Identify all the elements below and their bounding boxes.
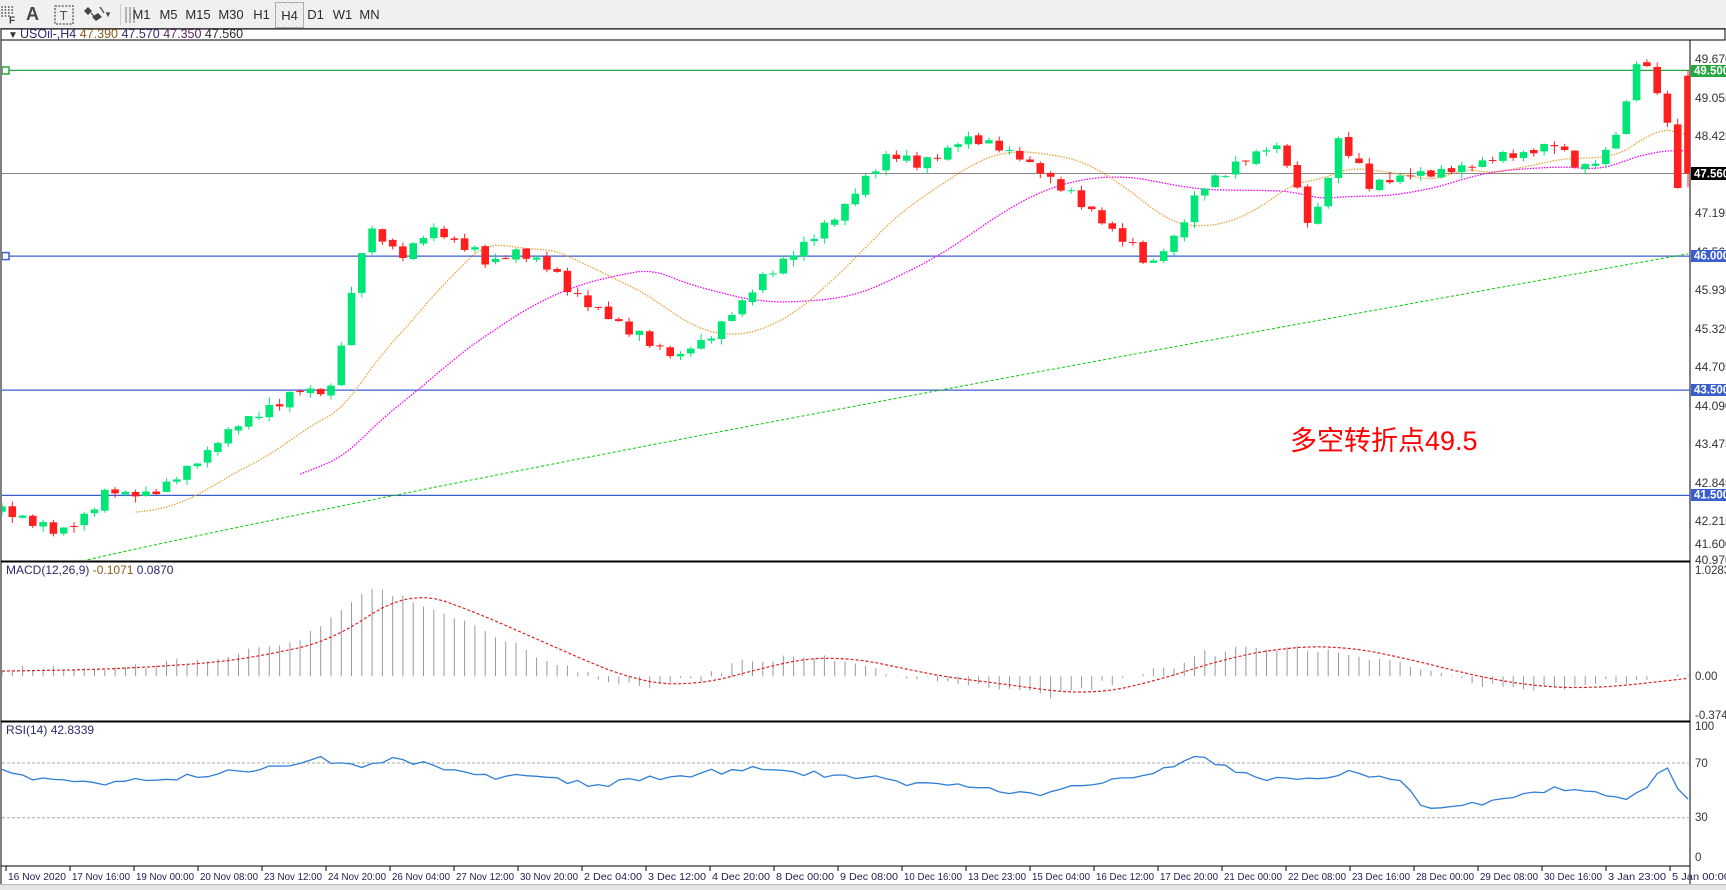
svg-text:20 Nov 08:00: 20 Nov 08:00 [200, 872, 258, 883]
svg-text:2 Dec 04:00: 2 Dec 04:00 [584, 872, 642, 883]
svg-text:17 Nov 16:00: 17 Nov 16:00 [72, 872, 130, 883]
svg-text:3 Jan 23:00: 3 Jan 23:00 [1608, 872, 1666, 883]
svg-text:4 Dec 20:00: 4 Dec 20:00 [712, 872, 770, 883]
svg-text:27 Nov 12:00: 27 Nov 12:00 [456, 872, 514, 883]
svg-text:24 Nov 20:00: 24 Nov 20:00 [328, 872, 386, 883]
svg-text:26 Nov 04:00: 26 Nov 04:00 [392, 872, 450, 883]
svg-text:29 Dec 08:00: 29 Dec 08:00 [1480, 872, 1538, 883]
svg-text:30 Dec 16:00: 30 Dec 16:00 [1544, 872, 1602, 883]
svg-text:15 Dec 04:00: 15 Dec 04:00 [1032, 872, 1090, 883]
svg-text:23 Nov 12:00: 23 Nov 12:00 [264, 872, 322, 883]
svg-text:16 Dec 12:00: 16 Dec 12:00 [1096, 872, 1154, 883]
svg-text:19 Nov 00:00: 19 Nov 00:00 [136, 872, 194, 883]
svg-text:28 Dec 00:00: 28 Dec 00:00 [1416, 872, 1474, 883]
svg-text:3 Dec 12:00: 3 Dec 12:00 [648, 872, 706, 883]
svg-text:16 Nov 2020: 16 Nov 2020 [8, 872, 66, 883]
svg-text:13 Dec 23:00: 13 Dec 23:00 [968, 872, 1026, 883]
svg-text:17 Dec 20:00: 17 Dec 20:00 [1160, 872, 1218, 883]
svg-text:5 Jan 00:00: 5 Jan 00:00 [1672, 872, 1726, 883]
svg-text:23 Dec 16:00: 23 Dec 16:00 [1352, 872, 1410, 883]
svg-text:22 Dec 08:00: 22 Dec 08:00 [1288, 872, 1346, 883]
svg-text:30 Nov 20:00: 30 Nov 20:00 [520, 872, 578, 883]
svg-text:10 Dec 16:00: 10 Dec 16:00 [904, 872, 962, 883]
svg-text:21 Dec 00:00: 21 Dec 00:00 [1224, 872, 1282, 883]
svg-text:8 Dec 00:00: 8 Dec 00:00 [776, 872, 834, 883]
svg-text:9 Dec 08:00: 9 Dec 08:00 [840, 872, 898, 883]
